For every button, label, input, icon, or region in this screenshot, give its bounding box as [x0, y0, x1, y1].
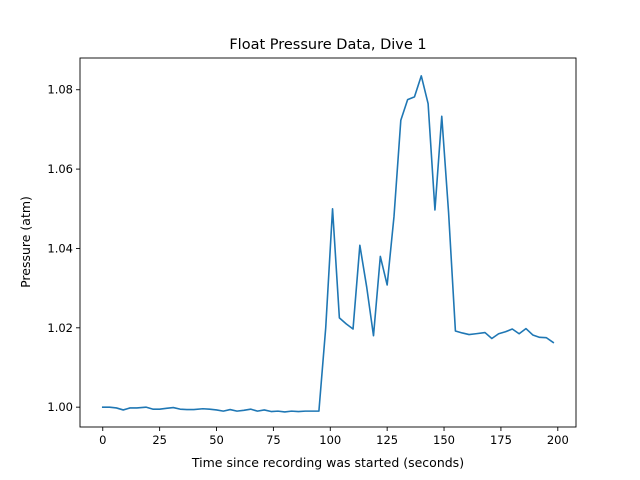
series-line-pressure [101, 75, 555, 413]
y-tick-label: 1.04 [47, 241, 73, 255]
x-tick-label: 150 [433, 433, 455, 447]
x-tick-label: 0 [99, 433, 106, 447]
y-axis-ticks: 1.00 1.02 1.04 1.06 1.08 [47, 83, 80, 414]
x-tick-label: 100 [319, 433, 341, 447]
x-tick-label: 175 [490, 433, 512, 447]
y-axis-label: Pressure (atm) [18, 196, 33, 288]
x-tick-label: 50 [209, 433, 224, 447]
x-axis-ticks: 0 25 50 75 100 125 150 175 200 [99, 427, 569, 447]
x-tick-label: 25 [152, 433, 167, 447]
y-tick-label: 1.00 [47, 400, 73, 414]
chart-title: Float Pressure Data, Dive 1 [229, 37, 426, 53]
plot-area [79, 57, 577, 428]
x-tick-label: 125 [376, 433, 398, 447]
y-tick-label: 1.08 [47, 83, 73, 97]
y-tick-label: 1.02 [47, 321, 73, 335]
y-tick-label: 1.06 [47, 162, 73, 176]
x-axis-label: Time since recording was started (second… [191, 455, 464, 470]
x-tick-label: 200 [547, 433, 569, 447]
x-tick-label: 75 [266, 433, 281, 447]
plot-frame [79, 57, 577, 428]
